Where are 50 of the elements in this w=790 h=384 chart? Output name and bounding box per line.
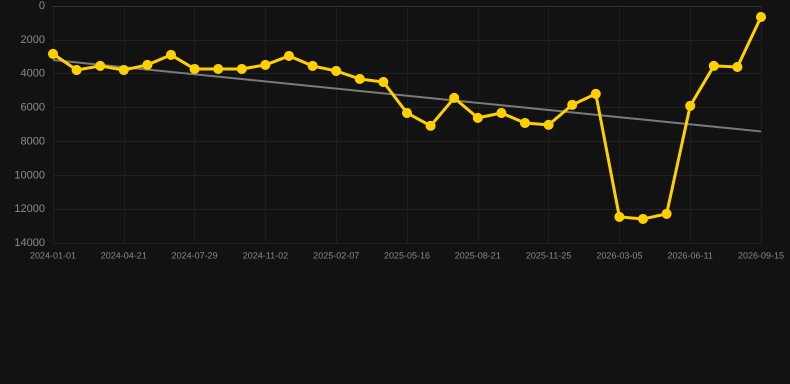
x-tick-label: 2024-11-02 (242, 250, 288, 260)
point (708, 60, 719, 71)
point (756, 12, 766, 22)
point (472, 112, 483, 123)
x-tick-label: 2025-05-16 (384, 250, 430, 260)
x-tick-label: 2024-04-21 (100, 250, 147, 260)
point (590, 88, 601, 99)
point (496, 108, 506, 118)
point (544, 120, 554, 130)
x-tick-label: 2026-06-11 (668, 250, 713, 260)
point (308, 60, 318, 71)
point (142, 60, 152, 70)
point (95, 60, 106, 71)
x-tick-label: 2024-01-01 (30, 250, 76, 260)
point (614, 212, 624, 222)
x-tick-label: 2026-03-05 (596, 250, 642, 260)
y-tick-label: 8000 (20, 135, 45, 148)
x-tick-label: 2025-11-25 (526, 250, 572, 260)
point (567, 100, 578, 110)
point (72, 64, 82, 75)
x-tick-label: 2025-08-21 (454, 250, 501, 260)
point (638, 214, 648, 224)
point (236, 64, 247, 74)
point (662, 208, 672, 219)
point (166, 50, 176, 60)
point (260, 60, 270, 70)
point (331, 66, 342, 76)
point (449, 92, 460, 103)
point (190, 64, 200, 74)
point (48, 48, 58, 59)
x-tick-label: 2024-07-29 (172, 250, 218, 260)
point (213, 64, 224, 74)
y-tick-label: 0 (38, 0, 45, 12)
point (402, 108, 412, 118)
point (732, 62, 742, 72)
x-tick-label: 2026-09-15 (738, 250, 784, 260)
point (118, 64, 129, 75)
x-tick-label: 2025-02-07 (313, 250, 360, 260)
y-tick-label: 6000 (20, 102, 45, 114)
point (685, 100, 696, 111)
y-tick-label: 2000 (20, 34, 45, 46)
point (354, 74, 365, 84)
y-tick-label: 14000 (14, 237, 45, 249)
y-tick-label: 12000 (14, 203, 45, 216)
point (426, 120, 436, 131)
point (378, 77, 388, 88)
point (520, 118, 530, 128)
y-tick-label: 4000 (20, 68, 45, 80)
y-tick-label: 10000 (14, 169, 45, 182)
point (284, 50, 294, 61)
